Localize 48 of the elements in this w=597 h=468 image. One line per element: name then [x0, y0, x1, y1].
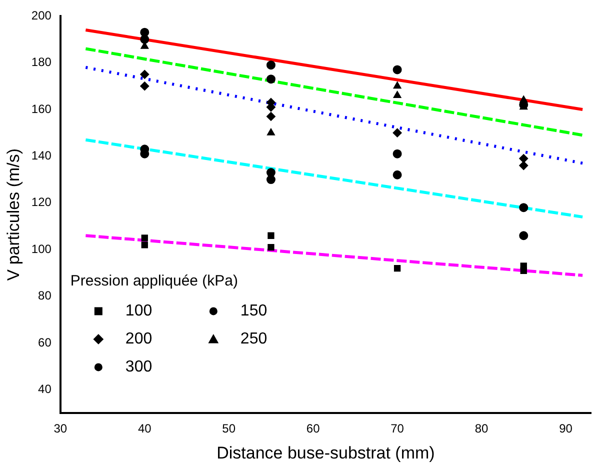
y-tick-label: 80 [38, 288, 52, 303]
y-tick-label: 120 [31, 195, 52, 210]
point [519, 161, 528, 170]
point [266, 60, 276, 70]
x-tick-label: 90 [559, 422, 573, 436]
y-tick-label: 100 [31, 242, 52, 256]
y-tick-label: 200 [31, 8, 52, 22]
point [519, 203, 528, 212]
x-tick-label: 30 [54, 422, 68, 436]
point [394, 265, 401, 272]
x-tick-label: 60 [306, 422, 320, 436]
point [140, 34, 150, 44]
legend-title: Pression appliquée (kPa) [70, 272, 238, 290]
point [140, 70, 150, 79]
legend-label: 300 [125, 358, 152, 376]
legend-label: 250 [240, 330, 268, 348]
y-tick-label: 60 [38, 335, 52, 350]
point [520, 267, 527, 274]
point [393, 90, 402, 98]
point [392, 65, 402, 74]
x-axis-title: Distance buse-substrat (mm) [216, 443, 435, 462]
y-tick-label: 140 [31, 148, 52, 162]
point [392, 170, 402, 180]
legend-label: 100 [125, 302, 152, 320]
x-tick-label: 50 [222, 422, 236, 436]
point [266, 74, 276, 84]
y-tick-label: 160 [31, 102, 52, 116]
y-tick-label: 40 [38, 382, 52, 396]
x-tick-label: 40 [138, 422, 152, 436]
x-tick-label: 70 [390, 422, 404, 436]
point [141, 234, 148, 242]
y-tick-label: 180 [31, 55, 52, 70]
x-tick-label: 80 [474, 422, 489, 436]
point [140, 82, 150, 91]
point [519, 154, 528, 164]
y-axis-title: V particules (m/s) [4, 148, 23, 281]
point [268, 232, 274, 239]
point [268, 244, 274, 251]
point [141, 242, 148, 248]
legend-label: 200 [125, 330, 152, 348]
point [266, 175, 276, 184]
point [519, 231, 528, 240]
point [393, 82, 402, 89]
point [392, 128, 402, 138]
point [267, 128, 275, 136]
point [392, 149, 402, 158]
legend-label: 150 [240, 302, 268, 320]
point [266, 112, 276, 121]
